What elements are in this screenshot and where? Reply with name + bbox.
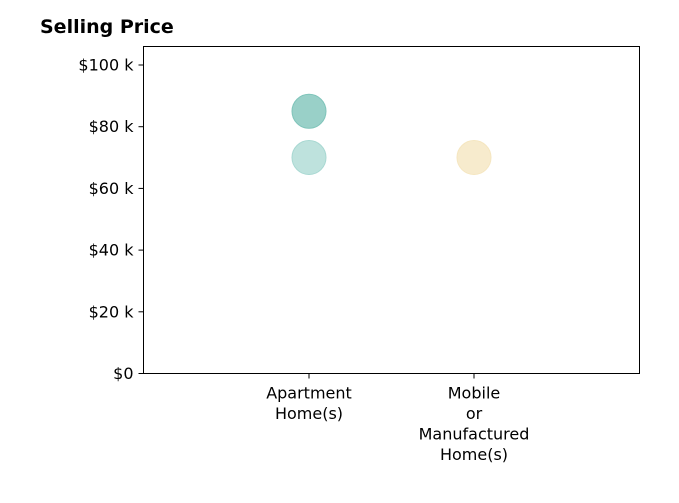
x-tick-label-line: Mobile xyxy=(448,384,500,403)
x-tick-label: Apartment Home(s) xyxy=(266,384,352,424)
y-tick-label: $40 k xyxy=(89,241,135,260)
x-tick-label: Mobile or Manufactured Home(s) xyxy=(419,384,530,465)
x-tick-label-line: or xyxy=(466,404,483,423)
y-tick-label: $100 k xyxy=(78,56,134,75)
points-layer xyxy=(291,93,492,176)
y-tick-label: $0 xyxy=(113,364,133,383)
chart-title: Selling Price xyxy=(40,16,174,38)
data-point xyxy=(291,140,327,176)
y-tick-label: $80 k xyxy=(89,117,135,136)
data-point xyxy=(291,93,327,129)
x-tick-label-line: Home(s) xyxy=(275,404,343,423)
x-tick-label-line: Apartment xyxy=(266,384,352,403)
y-tick-label: $60 k xyxy=(89,179,135,198)
y-axis: $0 $20 k $40 k $60 k $80 k $100 k xyxy=(78,56,144,383)
data-point xyxy=(456,140,492,176)
x-axis: Apartment Home(s)Mobile or Manufactured Home… xyxy=(266,373,530,465)
plot-area-frame xyxy=(143,46,640,374)
x-tick-label-line: Manufactured xyxy=(419,425,530,444)
y-tick-label: $20 k xyxy=(89,302,135,321)
x-tick-label-line: Home(s) xyxy=(440,445,508,464)
